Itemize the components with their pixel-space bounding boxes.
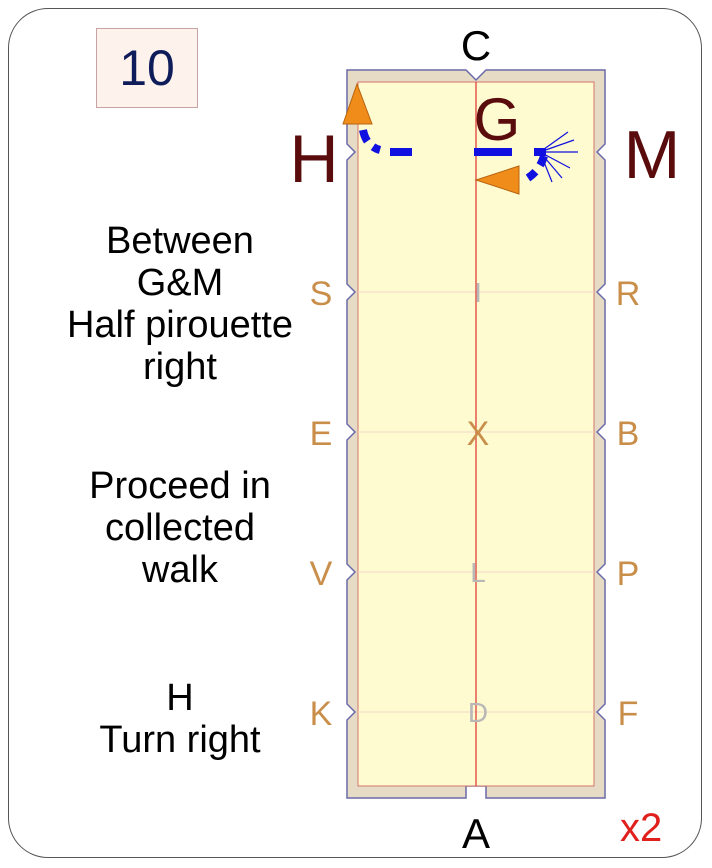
letter-i: I xyxy=(474,277,482,308)
instruction-line: collected xyxy=(105,507,255,549)
direction-arrow-up-icon xyxy=(342,82,373,125)
instruction-line: Turn right xyxy=(99,719,261,761)
direction-arrow-left-icon xyxy=(474,165,520,195)
letter-a: A xyxy=(462,810,490,857)
letter-l: L xyxy=(470,557,486,588)
exercise-number: 10 xyxy=(96,28,198,108)
instruction-line: H xyxy=(166,677,194,719)
instruction-block-1: Between G&M Half pirouette right xyxy=(30,220,330,388)
letter-e: E xyxy=(310,415,333,453)
instruction-line: walk xyxy=(141,549,219,591)
instruction-line: G&M xyxy=(136,262,224,304)
instruction-line: Proceed in xyxy=(89,465,271,507)
letter-p: P xyxy=(617,555,640,593)
letter-k: K xyxy=(310,695,333,733)
letter-c: C xyxy=(461,22,491,69)
instruction-block-3: H Turn right xyxy=(30,677,330,761)
letter-m: M xyxy=(624,117,681,193)
pirouette-icon xyxy=(539,131,578,183)
letter-g: G xyxy=(474,86,521,153)
letter-s: S xyxy=(310,275,333,313)
letter-x: X xyxy=(467,415,490,453)
instruction-line: Between xyxy=(106,220,254,262)
letter-h: H xyxy=(289,121,338,197)
letter-r: R xyxy=(616,275,641,313)
letter-f: F xyxy=(618,695,639,733)
instruction-block-2: Proceed in collected walk xyxy=(30,465,330,591)
instruction-line: Half pirouette xyxy=(66,304,293,346)
path-curve-m xyxy=(525,154,548,182)
path-curve-h xyxy=(359,129,382,154)
letter-d: D xyxy=(468,697,488,728)
instruction-line: right xyxy=(143,346,217,388)
letter-b: B xyxy=(617,415,640,453)
repeat-count: x2 xyxy=(620,806,663,850)
letter-v: V xyxy=(310,555,333,593)
